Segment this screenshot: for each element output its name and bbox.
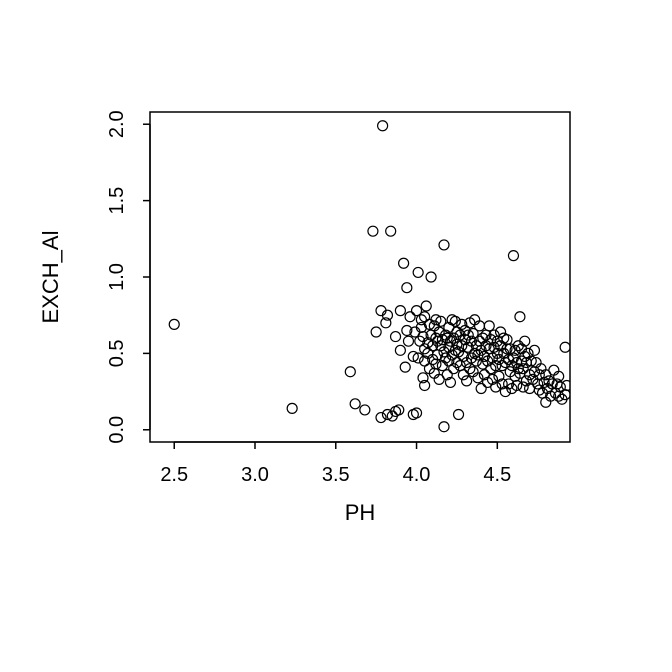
x-tick-label: 3.5 [322,464,350,486]
y-axis-label: EXCH_Al [38,231,63,324]
scatter-plot: 2.5 3.0 3.5 4.0 4.5 0.0 0.5 1.0 1.5 2.0 PH EXCH_Al [0,0,672,672]
y-tick-label: 2.0 [106,110,128,138]
chart-container: 2.5 3.0 3.5 4.0 4.5 0.0 0.5 1.0 1.5 2.0 PH EXCH_Al [0,0,672,672]
y-tick-label: 0.0 [106,416,128,444]
x-tick-label: 2.5 [160,464,188,486]
y-tick-label: 1.5 [106,187,128,215]
y-tick-label: 1.0 [106,263,128,291]
x-tick-label: 4.5 [483,464,511,486]
y-tick-label: 0.5 [106,339,128,367]
x-tick-label: 4.0 [403,464,431,486]
x-tick-label: 3.0 [241,464,269,486]
x-axis-label: PH [345,500,376,525]
